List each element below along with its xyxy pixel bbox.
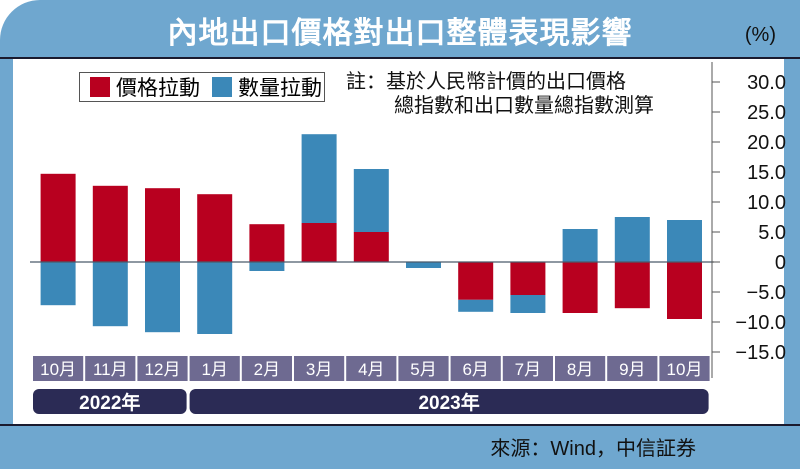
bar-price	[92, 185, 128, 262]
x-tick-label: 1月	[201, 360, 227, 379]
x-tick-label: 7月	[515, 360, 541, 379]
y-tick-label: −5.0	[747, 282, 786, 304]
bar-volume	[145, 262, 180, 333]
bar-price	[249, 224, 285, 262]
x-tick-label: 5月	[410, 360, 436, 379]
unit-label: (%)	[744, 24, 776, 46]
month-label-box	[659, 356, 710, 381]
bar-price	[197, 194, 233, 262]
bar-volume	[301, 134, 337, 223]
legend: 價格拉動 數量拉動	[79, 72, 325, 102]
month-label-box	[294, 356, 345, 381]
legend-swatch-volume	[212, 77, 232, 97]
month-label-box	[137, 356, 188, 381]
bar-volume	[510, 295, 546, 313]
bar-volume	[406, 262, 441, 268]
month-label-box	[398, 356, 449, 381]
bar-price	[667, 262, 702, 319]
bar-price	[145, 188, 180, 262]
month-label-box	[85, 356, 136, 381]
bar-price	[353, 232, 389, 262]
month-label-box	[346, 356, 397, 381]
month-label-box	[607, 356, 658, 381]
month-label-box	[450, 356, 501, 381]
y-tick-label: −10.0	[735, 312, 786, 334]
y-tick-label: 20.0	[747, 132, 786, 154]
x-tick-label: 3月	[306, 360, 332, 379]
x-tick-label: 8月	[567, 360, 593, 379]
y-tick-label: 0	[775, 252, 786, 274]
legend-label-price: 價格拉動	[116, 77, 200, 100]
x-tick-label: 4月	[358, 360, 384, 379]
bar-price	[40, 173, 76, 262]
x-tick-label: 11月	[93, 360, 128, 379]
x-tick-label: 2月	[254, 360, 280, 379]
y-tick-label: 25.0	[747, 102, 786, 124]
bar-price	[510, 262, 546, 295]
divider	[0, 57, 800, 59]
source-note: 來源：Wind，中信証券	[490, 438, 696, 460]
y-tick-label: 5.0	[758, 222, 786, 244]
year-label: 2023年	[418, 391, 479, 414]
bar-volume	[667, 220, 702, 262]
x-tick-label: 10月	[40, 360, 76, 379]
legend-label-volume: 數量拉動	[238, 77, 322, 100]
x-tick-label: 12月	[145, 360, 181, 379]
bar-volume	[353, 169, 389, 232]
bar-volume	[249, 262, 285, 271]
bar-price	[458, 262, 494, 300]
y-tick-label: 15.0	[747, 162, 786, 184]
month-label-box	[555, 356, 606, 381]
divider	[0, 424, 800, 426]
y-tick-label: 10.0	[747, 192, 786, 214]
bar-volume	[562, 229, 598, 262]
x-tick-label: 9月	[619, 360, 645, 379]
bar-price	[562, 262, 598, 313]
bar-price	[301, 223, 337, 262]
year-label: 2022年	[79, 391, 140, 414]
bar-volume	[458, 299, 494, 312]
bar-volume	[92, 262, 128, 327]
month-label-box	[33, 356, 84, 381]
month-label-box	[241, 356, 292, 381]
legend-swatch-price	[90, 77, 110, 97]
chart-title: 內地出口價格對出口整體表現影響	[167, 17, 633, 50]
bar-price	[614, 262, 650, 309]
month-label-box	[189, 356, 240, 381]
x-tick-label: 6月	[462, 360, 488, 379]
y-tick-label: 30.0	[747, 72, 786, 94]
footnote: 註：基於人民幣計價的出口價格 總指數和出口數量總指數測算	[346, 70, 654, 118]
year-label-box	[189, 389, 709, 414]
x-tick-label: 10月	[667, 360, 703, 379]
bar-volume	[197, 262, 233, 334]
footnote-line2: 總指數和出口數量總指數測算	[394, 95, 654, 117]
month-label-box	[502, 356, 553, 381]
bar-volume	[614, 217, 650, 262]
footnote-line1: 註：基於人民幣計價的出口價格	[346, 71, 626, 93]
year-label-box	[33, 389, 187, 414]
bar-volume	[40, 262, 76, 306]
y-tick-label: −15.0	[735, 342, 786, 364]
